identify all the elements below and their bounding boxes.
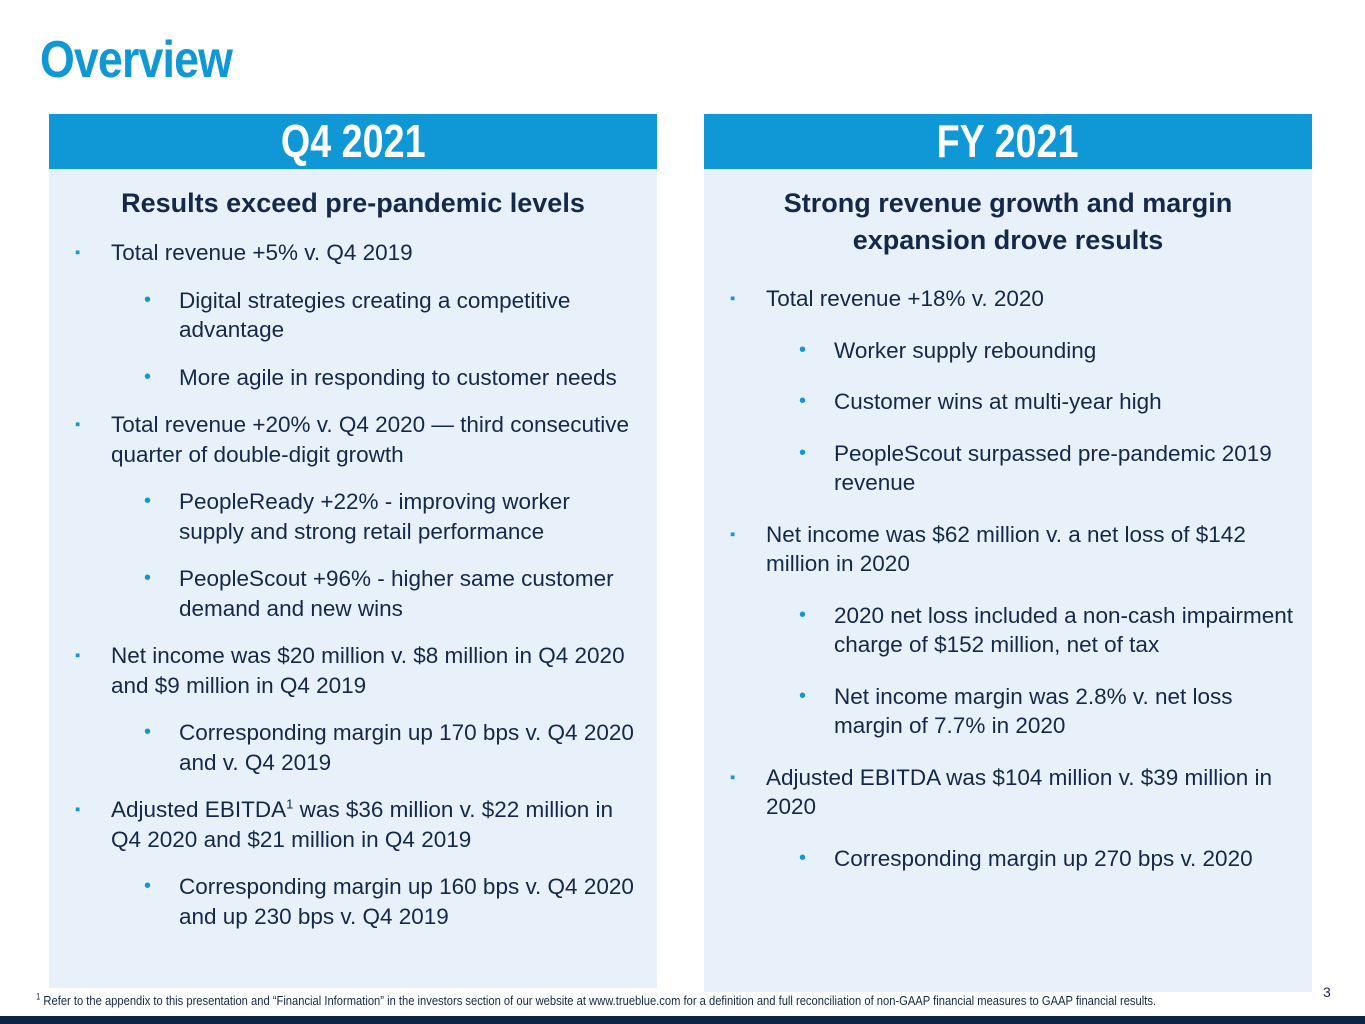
bullet-text: Corresponding margin up 270 bps v. 2020 — [834, 845, 1253, 871]
bullet-text: PeopleReady +22% - improving worker supp… — [179, 489, 570, 544]
sub-bullet-item: • Net income margin was 2.8% v. net loss … — [704, 682, 1296, 741]
fy-bullet-list: ▪ Total revenue +18% v. 2020 • Worker suppl… — [704, 284, 1312, 873]
bullet-text: Total revenue +18% v. 2020 — [766, 286, 1044, 311]
bullet-text: Net income margin was 2.8% v. net loss m… — [834, 683, 1233, 739]
bullet-text: Worker supply rebounding — [834, 337, 1097, 363]
page-title: Overview — [40, 31, 233, 89]
square-bullet-icon: ▪ — [730, 768, 736, 786]
dot-bullet-icon: • — [144, 288, 152, 311]
dot-bullet-icon: • — [799, 684, 807, 707]
bullet-text: Customer wins at multi-year high — [834, 389, 1162, 414]
bullet-text: Digital strategies creating a competitiv… — [179, 287, 571, 343]
q4-banner-label: Q4 2021 — [280, 115, 426, 167]
dot-bullet-icon: • — [144, 567, 152, 589]
dot-bullet-icon: • — [799, 603, 807, 626]
bullet-text: Total revenue +20% v. Q4 2020 — third co… — [111, 412, 630, 467]
sub-bullet-item: • 2020 net loss included a non-cash impai… — [704, 601, 1296, 660]
bullet-text: PeopleScout +96% - higher same customer … — [179, 566, 614, 621]
sub-bullet-item: • Corresponding margin up 160 bps v. Q4 2… — [49, 872, 641, 931]
sub-bullet-item: • More agile in responding to customer ne… — [49, 363, 641, 393]
sub-bullet-item: • Customer wins at multi-year high — [704, 387, 1296, 417]
bullet-item: ▪ Net income was $20 million v. $8 millio… — [49, 641, 641, 700]
dot-bullet-icon: • — [799, 390, 807, 412]
sub-bullet-item: • Corresponding margin up 270 bps v. 2020 — [704, 844, 1296, 874]
dot-bullet-icon: • — [144, 365, 152, 388]
q4-bullet-list: ▪ Total revenue +5% v. Q4 2019 • Digital st… — [49, 238, 657, 931]
footnote-reference: 1 — [286, 796, 294, 812]
square-bullet-icon: ▪ — [75, 244, 81, 261]
sub-bullet-item: • Worker supply rebounding — [704, 336, 1296, 366]
bullet-text: Corresponding margin up 160 bps v. Q4 20… — [179, 874, 634, 929]
bullet-item: ▪ Adjusted EBITDA1 was $36 million v. $22… — [49, 795, 641, 854]
square-bullet-icon: ▪ — [730, 290, 736, 307]
dot-bullet-icon: • — [799, 441, 807, 464]
q4-banner: Q4 2021 — [49, 114, 657, 169]
bullet-text: Total revenue +5% v. Q4 2019 — [111, 240, 413, 265]
bullet-text-continued: was $36 million v. $22 million in Q4 202… — [111, 797, 614, 852]
dot-bullet-icon: • — [144, 721, 152, 743]
page-number: 3 — [1323, 984, 1331, 1000]
square-bullet-icon: ▪ — [75, 416, 81, 433]
sub-bullet-item: • Digital strategies creating a competiti… — [49, 286, 641, 345]
fy-banner: FY 2021 — [704, 114, 1312, 169]
bullet-item: ▪ Total revenue +5% v. Q4 2019 — [49, 238, 641, 268]
q4-heading: Results exceed pre-pandemic levels — [121, 188, 585, 218]
bullet-text: Adjusted EBITDA — [111, 797, 287, 822]
fy-banner-label: FY 2021 — [937, 115, 1079, 167]
bullet-text: Corresponding margin up 170 bps v. Q4 20… — [179, 720, 634, 775]
bullet-text: Net income was $20 million v. $8 million… — [111, 643, 625, 698]
square-bullet-icon: ▪ — [75, 801, 81, 818]
bullet-item: ▪ Total revenue +20% v. Q4 2020 — third c… — [49, 410, 641, 469]
sub-bullet-item: • PeopleScout +96% - higher same customer… — [49, 564, 641, 623]
sub-bullet-item: • Corresponding margin up 170 bps v. Q4 2… — [49, 718, 641, 777]
footnote-text: Refer to the appendix to this presentati… — [40, 993, 1157, 1008]
bullet-item: ▪ Net income was $62 million v. a net los… — [704, 520, 1296, 579]
dot-bullet-icon: • — [799, 846, 807, 869]
fy-heading: Strong revenue growth and margin expansi… — [783, 188, 1233, 255]
bullet-text: Net income was $62 million v. a net loss… — [766, 521, 1246, 577]
footnote: 1 Refer to the appendix to this presenta… — [36, 991, 1157, 1008]
q4-panel: Q4 2021 Results exceed pre-pandemic leve… — [49, 114, 657, 988]
bullet-text: More agile in responding to customer nee… — [179, 364, 617, 390]
bottom-bar — [0, 1016, 1365, 1024]
bullet-item: ▪ Adjusted EBITDA was $104 million v. $39… — [704, 763, 1296, 822]
bullet-text: PeopleScout surpassed pre-pandemic 2019 … — [834, 440, 1272, 496]
dot-bullet-icon: • — [799, 338, 807, 361]
dot-bullet-icon: • — [144, 490, 152, 512]
footnote-marker: 1 — [36, 991, 41, 1002]
dot-bullet-icon: • — [144, 875, 152, 897]
bullet-item: ▪ Total revenue +18% v. 2020 — [704, 284, 1296, 314]
fy-panel: FY 2021 Strong revenue growth and margin… — [704, 114, 1312, 992]
bullet-text: 2020 net loss included a non-cash impair… — [834, 602, 1294, 658]
sub-bullet-item: • PeopleReady +22% - improving worker sup… — [49, 487, 641, 546]
bullet-text: Adjusted EBITDA was $104 million v. $39 … — [766, 764, 1273, 820]
sub-bullet-item: • PeopleScout surpassed pre-pandemic 2019… — [704, 439, 1296, 498]
square-bullet-icon: ▪ — [730, 525, 736, 543]
square-bullet-icon: ▪ — [75, 647, 81, 664]
